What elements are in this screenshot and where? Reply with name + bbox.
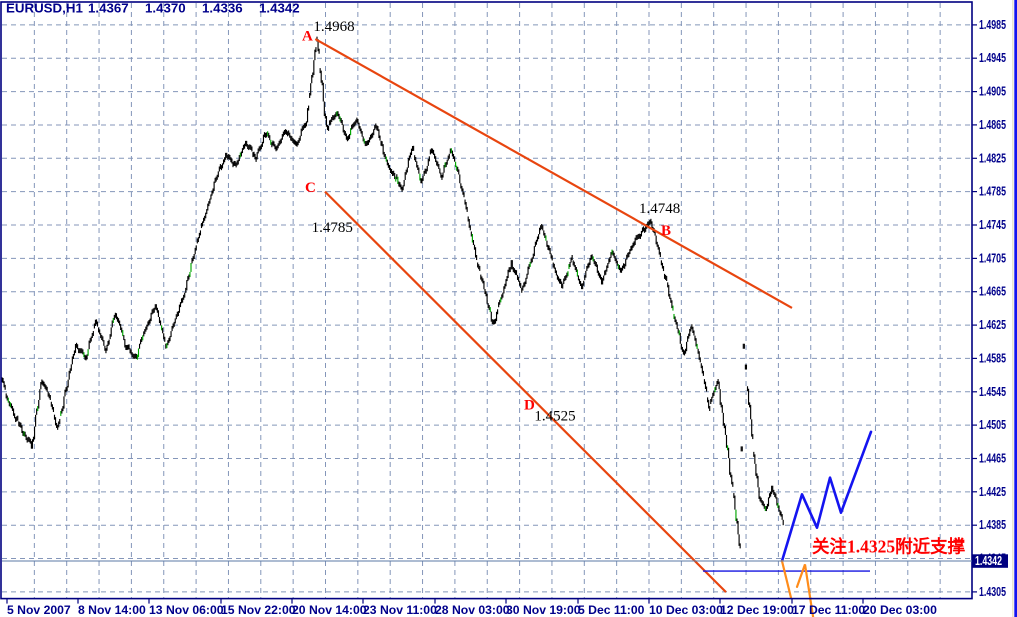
svg-text:1.4745: 1.4745 bbox=[979, 217, 1006, 232]
svg-text:20 Nov 14:00: 20 Nov 14:00 bbox=[292, 603, 367, 617]
svg-text:1.4748: 1.4748 bbox=[639, 201, 680, 217]
svg-text:1.4505: 1.4505 bbox=[979, 417, 1006, 432]
svg-text:1.4370: 1.4370 bbox=[145, 0, 186, 15]
svg-text:1.4525: 1.4525 bbox=[534, 408, 575, 424]
svg-text:1.4905: 1.4905 bbox=[979, 84, 1006, 99]
svg-text:1.4385: 1.4385 bbox=[979, 517, 1006, 532]
svg-text:1.4342: 1.4342 bbox=[259, 0, 300, 15]
svg-text:20 Dec 03:00: 20 Dec 03:00 bbox=[863, 603, 937, 617]
svg-text:1.4425: 1.4425 bbox=[979, 484, 1006, 499]
svg-text:5 Dec 11:00: 5 Dec 11:00 bbox=[578, 603, 645, 617]
svg-text:1.4665: 1.4665 bbox=[979, 284, 1006, 299]
svg-text:23 Nov 11:00: 23 Nov 11:00 bbox=[363, 603, 437, 617]
svg-text:1.4705: 1.4705 bbox=[979, 250, 1006, 265]
svg-text:15 Nov 22:00: 15 Nov 22:00 bbox=[221, 603, 296, 617]
svg-text:关注1.4325附近支撑: 关注1.4325附近支撑 bbox=[812, 537, 966, 557]
svg-text:1.4625: 1.4625 bbox=[979, 317, 1006, 332]
svg-text:5 Nov 2007: 5 Nov 2007 bbox=[7, 603, 71, 617]
svg-text:EURUSD,H1: EURUSD,H1 bbox=[6, 0, 83, 15]
svg-text:17 Dec 11:00: 17 Dec 11:00 bbox=[792, 603, 865, 617]
svg-text:1.4825: 1.4825 bbox=[979, 150, 1006, 165]
svg-text:12 Dec 19:00: 12 Dec 19:00 bbox=[720, 603, 794, 617]
svg-text:1.4545: 1.4545 bbox=[979, 384, 1006, 399]
svg-text:1.4367: 1.4367 bbox=[88, 0, 129, 15]
svg-text:1.4785: 1.4785 bbox=[979, 184, 1006, 199]
svg-text:1.4585: 1.4585 bbox=[979, 350, 1006, 365]
svg-text:1.4305: 1.4305 bbox=[979, 584, 1006, 599]
svg-text:1.4465: 1.4465 bbox=[979, 451, 1006, 466]
svg-text:1.4985: 1.4985 bbox=[979, 17, 1006, 32]
svg-text:8 Nov 14:00: 8 Nov 14:00 bbox=[78, 603, 146, 617]
svg-text:A: A bbox=[302, 29, 313, 45]
svg-text:C: C bbox=[305, 180, 316, 196]
svg-text:D: D bbox=[524, 398, 535, 414]
svg-text:1.4865: 1.4865 bbox=[979, 117, 1006, 132]
svg-text:1.4336: 1.4336 bbox=[202, 0, 243, 15]
svg-text:28 Nov 03:00: 28 Nov 03:00 bbox=[435, 603, 510, 617]
svg-text:30 Nov 19:00: 30 Nov 19:00 bbox=[506, 603, 581, 617]
svg-text:1.4968: 1.4968 bbox=[313, 19, 354, 35]
svg-text:1.4945: 1.4945 bbox=[979, 50, 1006, 65]
svg-text:1.4785: 1.4785 bbox=[312, 220, 353, 236]
svg-text:10 Dec 03:00: 10 Dec 03:00 bbox=[649, 603, 723, 617]
svg-text:1.4342: 1.4342 bbox=[975, 553, 1002, 568]
svg-text:B: B bbox=[661, 223, 671, 239]
svg-text:13 Nov 06:00: 13 Nov 06:00 bbox=[149, 603, 224, 617]
